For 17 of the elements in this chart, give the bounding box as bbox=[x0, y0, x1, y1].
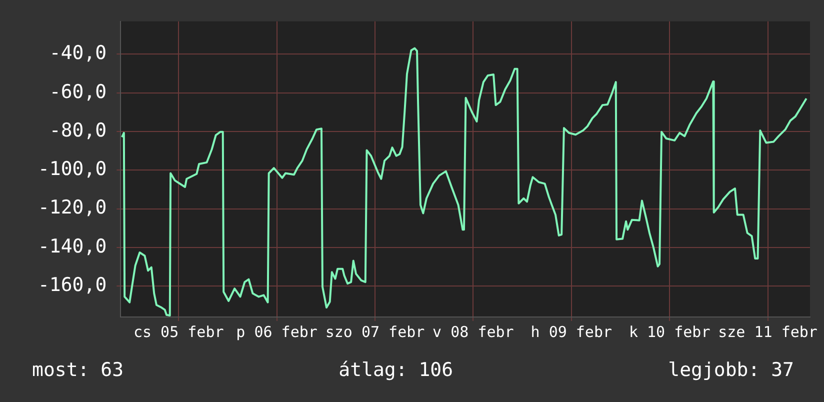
y-tick-label: -140,0 bbox=[38, 235, 107, 258]
y-tick-label: -80,0 bbox=[49, 119, 107, 142]
y-tick-label: -40,0 bbox=[49, 42, 107, 64]
x-tick-label: cs 05 febr bbox=[133, 322, 224, 341]
y-tick-label: -60,0 bbox=[49, 80, 107, 103]
x-tick-label: szo 07 febr bbox=[325, 322, 425, 341]
x-tick-label: p 06 febr bbox=[236, 322, 318, 341]
text: most: 63 bbox=[32, 359, 124, 381]
x-tick-label: v 08 febr bbox=[432, 322, 514, 341]
x-tick-label: k 10 febr bbox=[628, 322, 710, 341]
text: legjobb: 37 bbox=[668, 359, 794, 381]
x-tick-label: sze 11 febr bbox=[718, 322, 818, 341]
y-tick-label: -100,0 bbox=[38, 158, 107, 180]
y-tick-label: -160,0 bbox=[38, 274, 107, 296]
x-tick-label: h 09 febr bbox=[530, 322, 612, 341]
y-tick-label: -120,0 bbox=[38, 196, 107, 219]
text: átlag: 106 bbox=[338, 359, 454, 381]
